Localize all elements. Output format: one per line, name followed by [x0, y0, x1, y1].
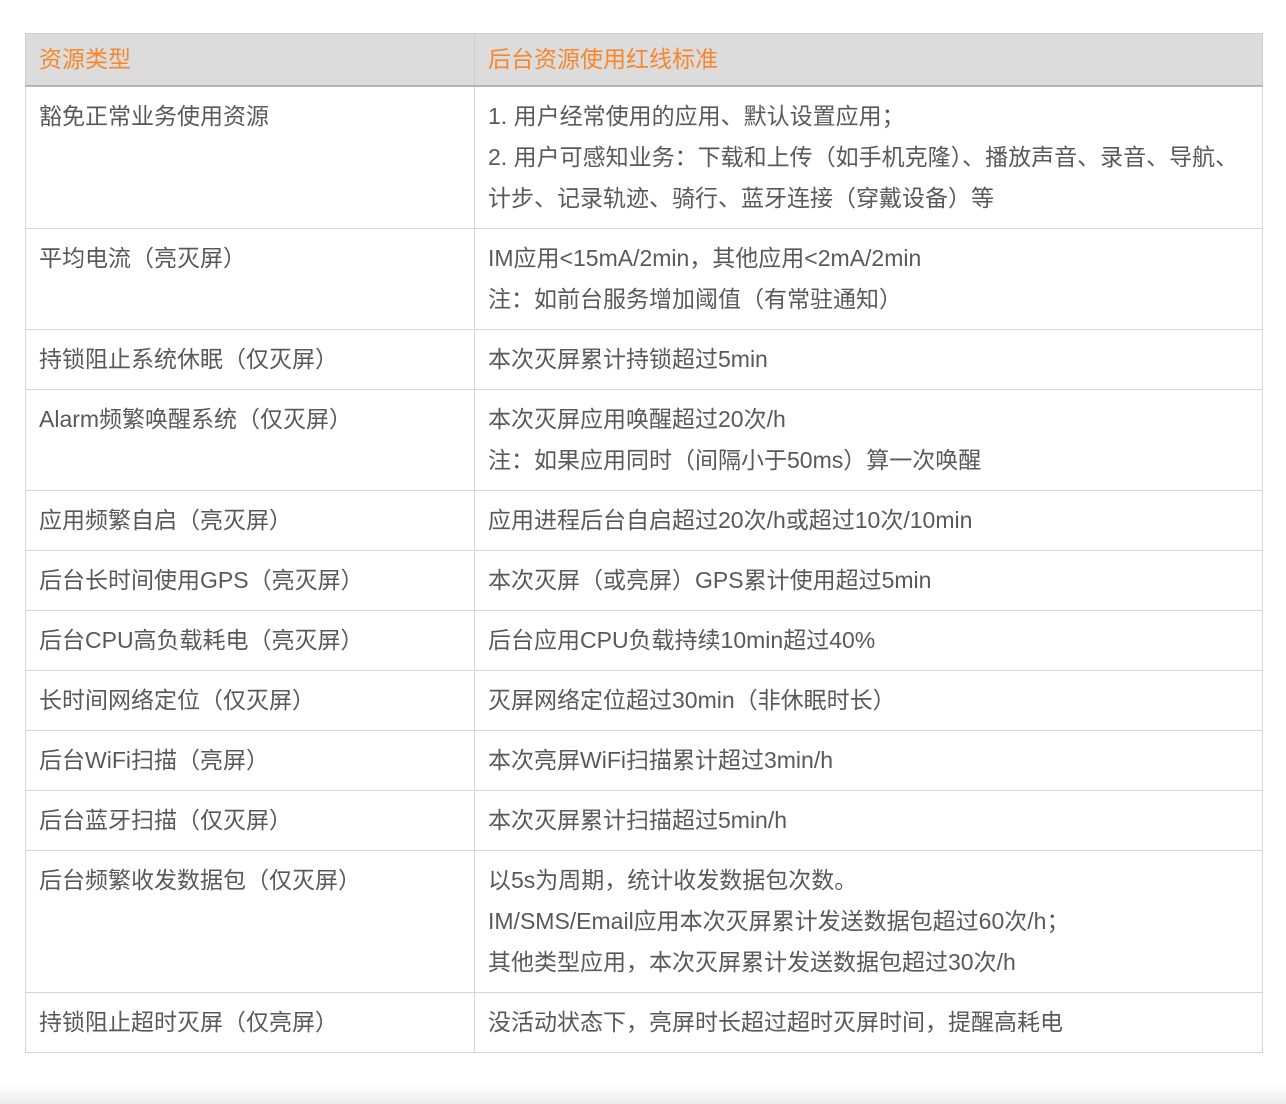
redline-standard-cell: 本次灭屏累计扫描超过5min/h: [474, 790, 1263, 851]
resource-type-cell: 后台频繁收发数据包（仅灭屏）: [25, 850, 475, 993]
table-row: 后台WiFi扫描（亮屏） 本次亮屏WiFi扫描累计超过3min/h: [25, 730, 1263, 791]
redline-standard-cell: 灭屏网络定位超过30min（非休眠时长）: [474, 670, 1263, 731]
redline-standard-cell: 1. 用户经常使用的应用、默认设置应用； 2. 用户可感知业务：下载和上传（如手…: [474, 85, 1263, 229]
table-row: 平均电流（亮灭屏） IM应用<15mA/2min，其他应用<2mA/2min 注：…: [25, 228, 1263, 330]
resource-type-cell: 持锁阻止系统休眠（仅灭屏）: [25, 329, 475, 390]
resource-type-cell: 长时间网络定位（仅灭屏）: [25, 670, 475, 731]
table-row: 后台长时间使用GPS（亮灭屏） 本次灭屏（或亮屏）GPS累计使用超过5min: [25, 550, 1263, 611]
table-row: 应用频繁自启（亮灭屏） 应用进程后台自启超过20次/h或超过10次/10min: [25, 490, 1263, 551]
table-row: 后台CPU高负载耗电（亮灭屏） 后台应用CPU负载持续10min超过40%: [25, 610, 1263, 671]
resource-type-cell: 后台CPU高负载耗电（亮灭屏）: [25, 610, 475, 671]
redline-standard-cell: 后台应用CPU负载持续10min超过40%: [474, 610, 1263, 671]
redline-standard-cell: 本次灭屏累计持锁超过5min: [474, 329, 1263, 390]
resource-type-cell: 应用频繁自启（亮灭屏）: [25, 490, 475, 551]
redline-standard-cell: 本次亮屏WiFi扫描累计超过3min/h: [474, 730, 1263, 791]
table-row: 持锁阻止超时灭屏（仅亮屏） 没活动状态下，亮屏时长超过超时灭屏时间，提醒高耗电: [25, 992, 1263, 1053]
table-row: 长时间网络定位（仅灭屏） 灭屏网络定位超过30min（非休眠时长）: [25, 670, 1263, 731]
resource-type-cell: 后台蓝牙扫描（仅灭屏）: [25, 790, 475, 851]
page-bottom-fade: [0, 1084, 1286, 1104]
table-row: 后台蓝牙扫描（仅灭屏） 本次灭屏累计扫描超过5min/h: [25, 790, 1263, 851]
redline-standard-cell: 没活动状态下，亮屏时长超过超时灭屏时间，提醒高耗电: [474, 992, 1263, 1053]
redline-standard-cell: 应用进程后台自启超过20次/h或超过10次/10min: [474, 490, 1263, 551]
table-row: 持锁阻止系统休眠（仅灭屏） 本次灭屏累计持锁超过5min: [25, 329, 1263, 390]
redline-standard-cell: IM应用<15mA/2min，其他应用<2mA/2min 注：如前台服务增加阈值…: [474, 228, 1263, 330]
resource-type-cell: Alarm频繁唤醒系统（仅灭屏）: [25, 389, 475, 491]
table-header: 资源类型 后台资源使用红线标准: [25, 33, 1263, 87]
header-row: 资源类型 后台资源使用红线标准: [25, 33, 1263, 87]
redline-standard-cell: 本次灭屏（或亮屏）GPS累计使用超过5min: [474, 550, 1263, 611]
column-header-resource-type: 资源类型: [25, 33, 475, 87]
redline-standard-cell: 以5s为周期，统计收发数据包次数。 IM/SMS/Email应用本次灭屏累计发送…: [474, 850, 1263, 993]
table-row: Alarm频繁唤醒系统（仅灭屏） 本次灭屏应用唤醒超过20次/h 注：如果应用同时…: [25, 389, 1263, 491]
table-row: 豁免正常业务使用资源 1. 用户经常使用的应用、默认设置应用； 2. 用户可感知业…: [25, 85, 1263, 229]
resource-type-cell: 豁免正常业务使用资源: [25, 85, 475, 229]
resource-type-cell: 后台WiFi扫描（亮屏）: [25, 730, 475, 791]
column-header-redline-standard: 后台资源使用红线标准: [474, 33, 1263, 87]
table-row: 后台频繁收发数据包（仅灭屏） 以5s为周期，统计收发数据包次数。 IM/SMS/E…: [25, 850, 1263, 993]
resource-redline-table: 资源类型 后台资源使用红线标准 豁免正常业务使用资源 1. 用户经常使用的应用、默…: [25, 33, 1263, 1053]
resource-type-cell: 平均电流（亮灭屏）: [25, 228, 475, 330]
resource-type-cell: 持锁阻止超时灭屏（仅亮屏）: [25, 992, 475, 1053]
redline-standard-cell: 本次灭屏应用唤醒超过20次/h 注：如果应用同时（间隔小于50ms）算一次唤醒: [474, 389, 1263, 491]
table-body: 豁免正常业务使用资源 1. 用户经常使用的应用、默认设置应用； 2. 用户可感知业…: [25, 85, 1263, 1053]
resource-type-cell: 后台长时间使用GPS（亮灭屏）: [25, 550, 475, 611]
